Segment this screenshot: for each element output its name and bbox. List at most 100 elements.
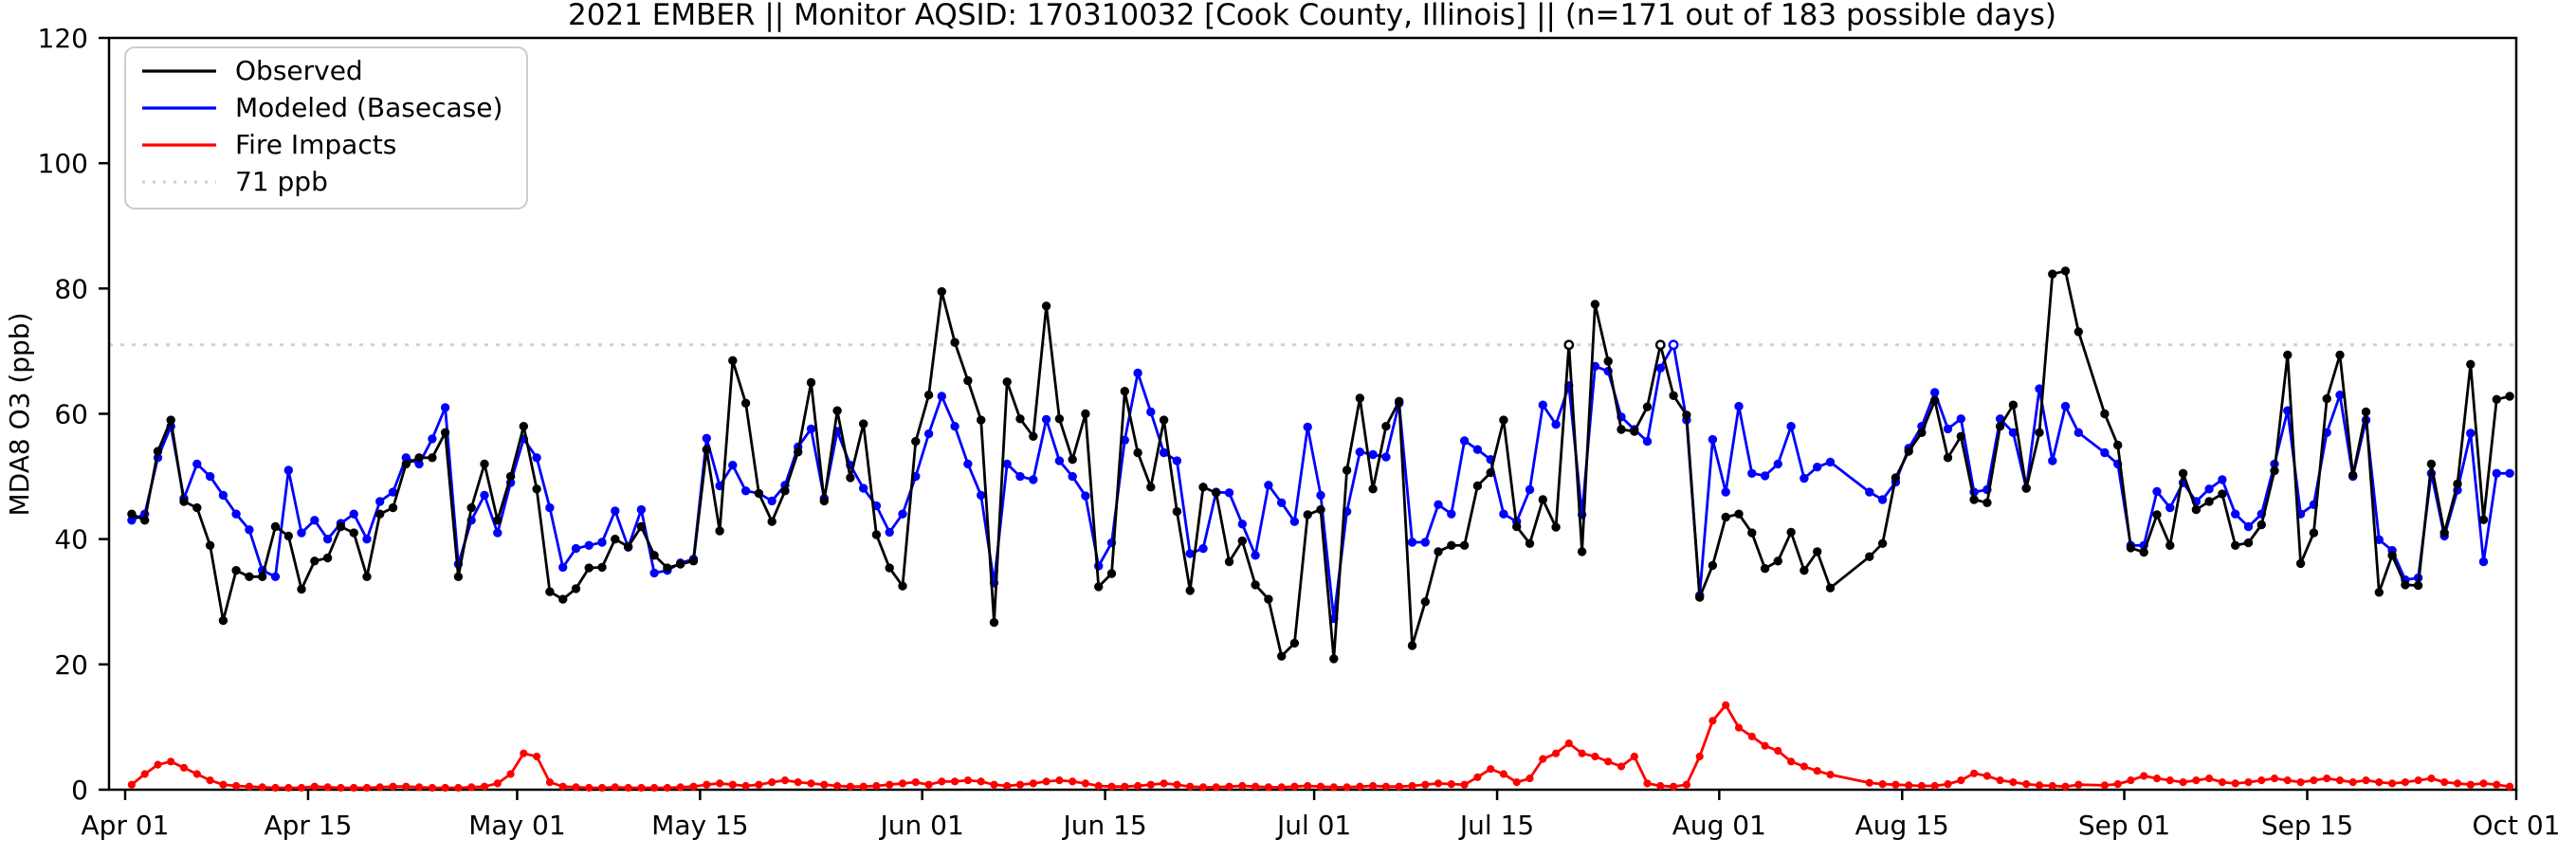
data-point [937,286,946,297]
data-point [558,562,568,573]
data-point [755,780,763,789]
data-point [1865,778,1873,787]
data-point [2309,528,2319,538]
x-tick-label: Sep 01 [2078,810,2170,841]
data-point [1121,782,1129,791]
data-point [2243,521,2254,532]
data-point [1813,767,1821,775]
data-point [2074,780,2083,789]
data-point [2113,780,2122,789]
data-point [1237,536,1248,546]
data-point [1773,459,1783,469]
data-point [977,777,985,786]
data-point [2139,547,2148,557]
data-point [533,752,541,761]
data-point [1355,447,1365,457]
data-point [1277,651,1287,661]
data-point [322,535,333,544]
data-series [127,266,2514,793]
data-point [1525,484,1535,495]
data-point [545,502,555,513]
data-point [1146,407,1156,417]
data-point [1891,473,1901,483]
data-point [637,783,646,793]
data-point [650,783,659,793]
data-point [415,783,424,792]
data-point [2440,778,2449,787]
data-point [2165,776,2174,785]
data-point [1172,456,1182,465]
data-point [1760,471,1770,481]
data-point [2218,475,2227,484]
data-point [1642,436,1653,447]
data-point [167,757,175,766]
data-point [885,563,894,573]
data-point [283,465,293,475]
data-point [349,528,358,538]
data-point [649,551,659,560]
data-point [2492,394,2502,404]
data-point [1395,396,1404,406]
x-tick-label: Aug 15 [1855,810,1949,841]
data-point [1316,782,1325,791]
data-point [1015,414,1025,424]
data-point [1303,422,1312,432]
data-point [898,509,907,519]
data-point [1930,781,1939,791]
data-point [1316,504,1325,515]
y-tick-label: 100 [38,148,88,179]
data-point [1786,527,1796,538]
x-tick-label: Apr 01 [82,810,170,841]
data-point [1368,449,1378,460]
data-point [1747,528,1757,538]
data-point [2466,780,2475,789]
data-point [1670,782,1678,791]
data-point [1251,782,1260,791]
data-point [1917,428,1927,437]
data-point [1603,356,1613,366]
data-point [1434,547,1443,556]
data-point [923,391,934,400]
data-point [2283,350,2293,360]
data-point [219,780,228,789]
data-point [1708,717,1717,725]
data-point [1721,487,1730,497]
data-point [728,356,738,365]
data-point [1512,521,1522,532]
data-point [454,783,463,793]
data-point [441,783,449,793]
data-point [571,584,581,593]
data-point [780,776,790,785]
data-point [1434,779,1443,788]
y-tick-label: 40 [54,524,88,556]
data-point [2074,428,2084,437]
data-point [2348,778,2357,787]
data-point [2243,538,2254,548]
data-point [506,770,515,778]
data-point [192,770,201,778]
data-point [923,428,934,439]
data-point [297,584,306,594]
data-point [284,783,293,793]
data-point [794,778,802,787]
data-point [2205,775,2214,783]
data-point [1499,770,1508,778]
data-point [846,473,855,483]
data-point [571,543,581,554]
data-point [2021,483,2031,493]
data-point [205,540,215,550]
data-point [702,433,711,443]
legend-item-fire: Fire Impacts [142,129,396,160]
data-point [715,526,724,536]
data-point [1460,780,1469,789]
data-point [1917,781,1927,791]
data-point [1996,776,2004,785]
data-point [1905,781,1913,790]
data-point [1434,500,1443,509]
data-point [1654,339,1666,351]
data-point [871,530,882,539]
data-point [1943,424,1953,434]
data-point [1172,506,1182,517]
data-point [283,531,293,541]
data-point [310,516,320,525]
